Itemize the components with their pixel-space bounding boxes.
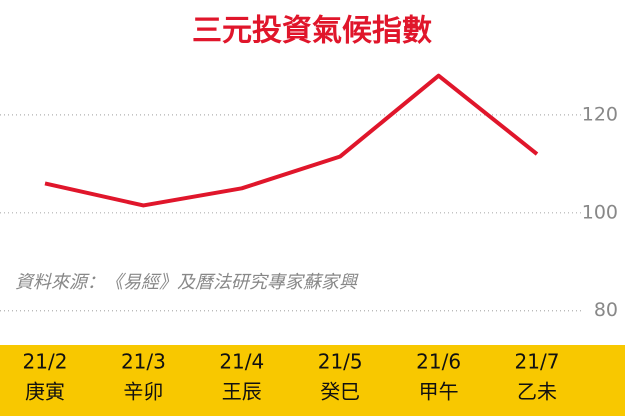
x-tick-sublabel: 乙未 [517,380,557,404]
y-tick-label: 80 [594,299,618,321]
x-tick-sublabel: 庚寅 [25,380,65,404]
x-tick-label: 21/2 [23,350,68,374]
x-tick-label: 21/5 [318,350,363,374]
category-band [0,345,625,416]
chart-title: 三元投資氣候指數 [192,14,432,49]
y-tick-label: 120 [582,103,618,125]
x-tick-sublabel: 甲午 [419,380,459,404]
x-tick-label: 21/6 [416,350,461,374]
annotation: 資料來源：《易經》及曆法研究專家蘇家興 [15,272,359,293]
x-tick-sublabel: 王辰 [222,380,262,404]
x-tick-label: 21/4 [219,350,264,374]
x-tick-sublabel: 癸巳 [320,380,360,404]
y-tick-label: 100 [582,201,618,223]
x-tick-label: 21/3 [121,350,166,374]
line [44,73,539,208]
x-tick-label: 21/7 [515,350,560,374]
x-tick-sublabel: 辛卯 [123,380,163,404]
